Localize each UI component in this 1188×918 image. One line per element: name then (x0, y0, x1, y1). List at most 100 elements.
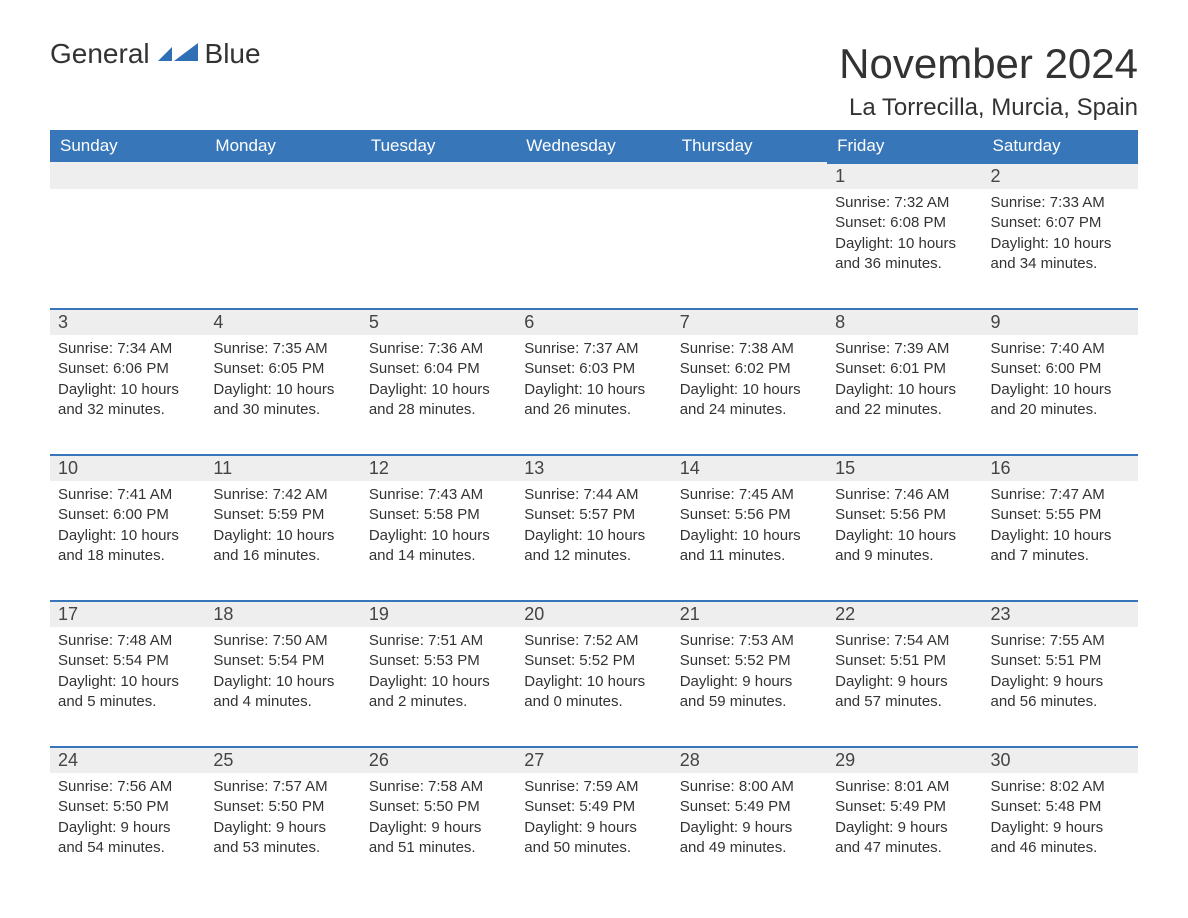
calendar-day-cell: 4Sunrise: 7:35 AMSunset: 6:05 PMDaylight… (205, 308, 360, 436)
day-header: Sunday (50, 130, 205, 162)
empty-day-header (50, 162, 205, 189)
day-content: Sunrise: 7:44 AMSunset: 5:57 PMDaylight:… (516, 481, 671, 570)
calendar-day-cell: 23Sunrise: 7:55 AMSunset: 5:51 PMDayligh… (983, 600, 1138, 728)
day-content: Sunrise: 7:51 AMSunset: 5:53 PMDaylight:… (361, 627, 516, 716)
daylight-text: Daylight: 10 hours and 7 minutes. (991, 526, 1130, 567)
day-content: Sunrise: 7:50 AMSunset: 5:54 PMDaylight:… (205, 627, 360, 716)
calendar-day-cell: 16Sunrise: 7:47 AMSunset: 5:55 PMDayligh… (983, 454, 1138, 582)
day-number: 7 (672, 308, 827, 335)
sunset-text: Sunset: 5:50 PM (369, 797, 508, 817)
calendar-day-cell: 19Sunrise: 7:51 AMSunset: 5:53 PMDayligh… (361, 600, 516, 728)
daylight-text: Daylight: 10 hours and 12 minutes. (524, 526, 663, 567)
calendar-day-cell: 29Sunrise: 8:01 AMSunset: 5:49 PMDayligh… (827, 746, 982, 874)
sunset-text: Sunset: 5:50 PM (58, 797, 197, 817)
empty-day-header (672, 162, 827, 189)
day-number: 1 (827, 162, 982, 189)
daylight-text: Daylight: 10 hours and 4 minutes. (213, 672, 352, 713)
sunrise-text: Sunrise: 7:56 AM (58, 777, 197, 797)
week-spacer (50, 728, 1138, 746)
empty-day-header (205, 162, 360, 189)
daylight-text: Daylight: 10 hours and 24 minutes. (680, 380, 819, 421)
daylight-text: Daylight: 10 hours and 20 minutes. (991, 380, 1130, 421)
calendar-day-cell: 21Sunrise: 7:53 AMSunset: 5:52 PMDayligh… (672, 600, 827, 728)
calendar-day-cell (50, 162, 205, 290)
logo-icon (158, 43, 200, 68)
daylight-text: Daylight: 10 hours and 34 minutes. (991, 234, 1130, 275)
daylight-text: Daylight: 10 hours and 2 minutes. (369, 672, 508, 713)
day-content: Sunrise: 7:38 AMSunset: 6:02 PMDaylight:… (672, 335, 827, 424)
calendar-day-cell: 25Sunrise: 7:57 AMSunset: 5:50 PMDayligh… (205, 746, 360, 874)
sunset-text: Sunset: 5:55 PM (991, 505, 1130, 525)
day-content: Sunrise: 7:55 AMSunset: 5:51 PMDaylight:… (983, 627, 1138, 716)
day-content: Sunrise: 8:00 AMSunset: 5:49 PMDaylight:… (672, 773, 827, 862)
calendar-week: 10Sunrise: 7:41 AMSunset: 6:00 PMDayligh… (50, 454, 1138, 582)
sunset-text: Sunset: 5:49 PM (680, 797, 819, 817)
calendar-day-cell: 27Sunrise: 7:59 AMSunset: 5:49 PMDayligh… (516, 746, 671, 874)
calendar-day-cell: 18Sunrise: 7:50 AMSunset: 5:54 PMDayligh… (205, 600, 360, 728)
sunrise-text: Sunrise: 7:46 AM (835, 485, 974, 505)
daylight-text: Daylight: 10 hours and 26 minutes. (524, 380, 663, 421)
daylight-text: Daylight: 10 hours and 16 minutes. (213, 526, 352, 567)
sunset-text: Sunset: 5:51 PM (835, 651, 974, 671)
day-content: Sunrise: 7:58 AMSunset: 5:50 PMDaylight:… (361, 773, 516, 862)
sunset-text: Sunset: 5:54 PM (213, 651, 352, 671)
sunrise-text: Sunrise: 8:01 AM (835, 777, 974, 797)
day-header: Monday (205, 130, 360, 162)
sunrise-text: Sunrise: 7:53 AM (680, 631, 819, 651)
day-number: 25 (205, 746, 360, 773)
calendar-day-cell: 28Sunrise: 8:00 AMSunset: 5:49 PMDayligh… (672, 746, 827, 874)
day-content: Sunrise: 7:35 AMSunset: 6:05 PMDaylight:… (205, 335, 360, 424)
day-number: 14 (672, 454, 827, 481)
day-number: 15 (827, 454, 982, 481)
sunrise-text: Sunrise: 7:52 AM (524, 631, 663, 651)
day-content: Sunrise: 7:56 AMSunset: 5:50 PMDaylight:… (50, 773, 205, 862)
sunrise-text: Sunrise: 7:58 AM (369, 777, 508, 797)
calendar-day-cell: 11Sunrise: 7:42 AMSunset: 5:59 PMDayligh… (205, 454, 360, 582)
sunrise-text: Sunrise: 7:44 AM (524, 485, 663, 505)
sunrise-text: Sunrise: 7:40 AM (991, 339, 1130, 359)
calendar-day-cell: 17Sunrise: 7:48 AMSunset: 5:54 PMDayligh… (50, 600, 205, 728)
day-content: Sunrise: 7:32 AMSunset: 6:08 PMDaylight:… (827, 189, 982, 278)
sunset-text: Sunset: 5:54 PM (58, 651, 197, 671)
day-number: 23 (983, 600, 1138, 627)
day-number: 26 (361, 746, 516, 773)
day-content: Sunrise: 7:53 AMSunset: 5:52 PMDaylight:… (672, 627, 827, 716)
day-content: Sunrise: 8:01 AMSunset: 5:49 PMDaylight:… (827, 773, 982, 862)
sunset-text: Sunset: 5:48 PM (991, 797, 1130, 817)
day-header: Thursday (672, 130, 827, 162)
empty-day-header (361, 162, 516, 189)
daylight-text: Daylight: 10 hours and 18 minutes. (58, 526, 197, 567)
daylight-text: Daylight: 10 hours and 28 minutes. (369, 380, 508, 421)
daylight-text: Daylight: 9 hours and 59 minutes. (680, 672, 819, 713)
daylight-text: Daylight: 10 hours and 9 minutes. (835, 526, 974, 567)
day-content: Sunrise: 7:48 AMSunset: 5:54 PMDaylight:… (50, 627, 205, 716)
calendar-day-cell: 30Sunrise: 8:02 AMSunset: 5:48 PMDayligh… (983, 746, 1138, 874)
day-number: 16 (983, 454, 1138, 481)
calendar-day-cell: 8Sunrise: 7:39 AMSunset: 6:01 PMDaylight… (827, 308, 982, 436)
location: La Torrecilla, Murcia, Spain (839, 94, 1138, 122)
calendar-day-cell: 1Sunrise: 7:32 AMSunset: 6:08 PMDaylight… (827, 162, 982, 290)
sunrise-text: Sunrise: 7:55 AM (991, 631, 1130, 651)
day-number: 11 (205, 454, 360, 481)
day-number: 29 (827, 746, 982, 773)
calendar-week: 1Sunrise: 7:32 AMSunset: 6:08 PMDaylight… (50, 162, 1138, 290)
month-title: November 2024 (839, 40, 1138, 88)
daylight-text: Daylight: 9 hours and 47 minutes. (835, 818, 974, 859)
sunset-text: Sunset: 5:56 PM (680, 505, 819, 525)
calendar-day-cell: 2Sunrise: 7:33 AMSunset: 6:07 PMDaylight… (983, 162, 1138, 290)
daylight-text: Daylight: 9 hours and 53 minutes. (213, 818, 352, 859)
daylight-text: Daylight: 10 hours and 32 minutes. (58, 380, 197, 421)
day-content: Sunrise: 7:41 AMSunset: 6:00 PMDaylight:… (50, 481, 205, 570)
day-number: 24 (50, 746, 205, 773)
sunrise-text: Sunrise: 7:32 AM (835, 193, 974, 213)
calendar-week: 3Sunrise: 7:34 AMSunset: 6:06 PMDaylight… (50, 308, 1138, 436)
daylight-text: Daylight: 9 hours and 46 minutes. (991, 818, 1130, 859)
calendar-table: SundayMondayTuesdayWednesdayThursdayFrid… (50, 130, 1138, 874)
daylight-text: Daylight: 10 hours and 5 minutes. (58, 672, 197, 713)
calendar-week: 17Sunrise: 7:48 AMSunset: 5:54 PMDayligh… (50, 600, 1138, 728)
day-content: Sunrise: 7:57 AMSunset: 5:50 PMDaylight:… (205, 773, 360, 862)
sunrise-text: Sunrise: 7:34 AM (58, 339, 197, 359)
calendar-day-cell: 15 Sunrise: 7:46 AMSunset: 5:56 PMDayligh… (827, 454, 982, 582)
calendar-day-cell: 9Sunrise: 7:40 AMSunset: 6:00 PMDaylight… (983, 308, 1138, 436)
sunset-text: Sunset: 5:56 PM (835, 505, 974, 525)
